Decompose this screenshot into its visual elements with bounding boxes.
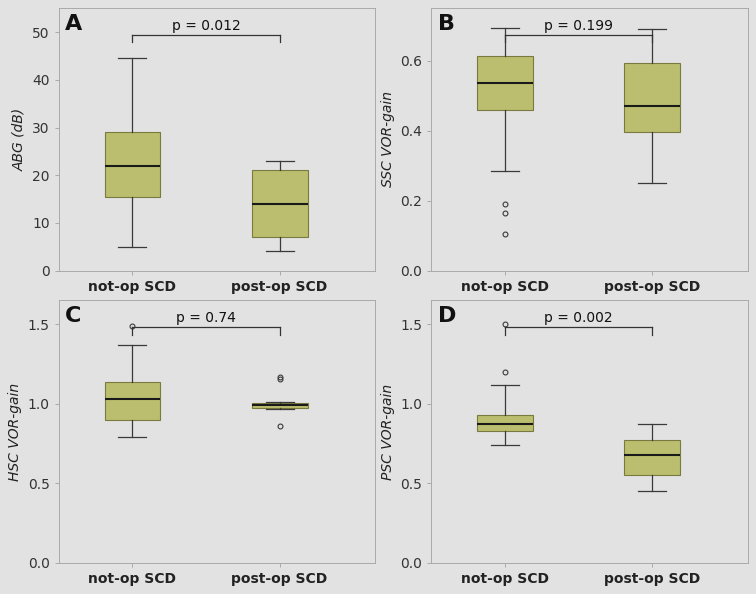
PathPatch shape [252,170,308,237]
Text: p = 0.74: p = 0.74 [176,311,236,326]
Text: B: B [438,14,454,34]
Text: A: A [65,14,82,34]
PathPatch shape [624,440,680,475]
Y-axis label: SSC VOR-gain: SSC VOR-gain [381,91,395,188]
Y-axis label: PSC VOR-gain: PSC VOR-gain [381,384,395,479]
Text: C: C [65,306,82,326]
PathPatch shape [477,55,533,110]
Text: p = 0.002: p = 0.002 [544,311,613,326]
Y-axis label: HSC VOR-gain: HSC VOR-gain [8,383,23,481]
PathPatch shape [252,403,308,407]
PathPatch shape [477,415,533,431]
Text: p = 0.199: p = 0.199 [544,19,613,33]
Text: p = 0.012: p = 0.012 [172,19,240,33]
Y-axis label: ABG (dB): ABG (dB) [13,108,26,171]
PathPatch shape [104,132,160,197]
PathPatch shape [624,62,680,132]
PathPatch shape [104,381,160,419]
Text: D: D [438,306,456,326]
